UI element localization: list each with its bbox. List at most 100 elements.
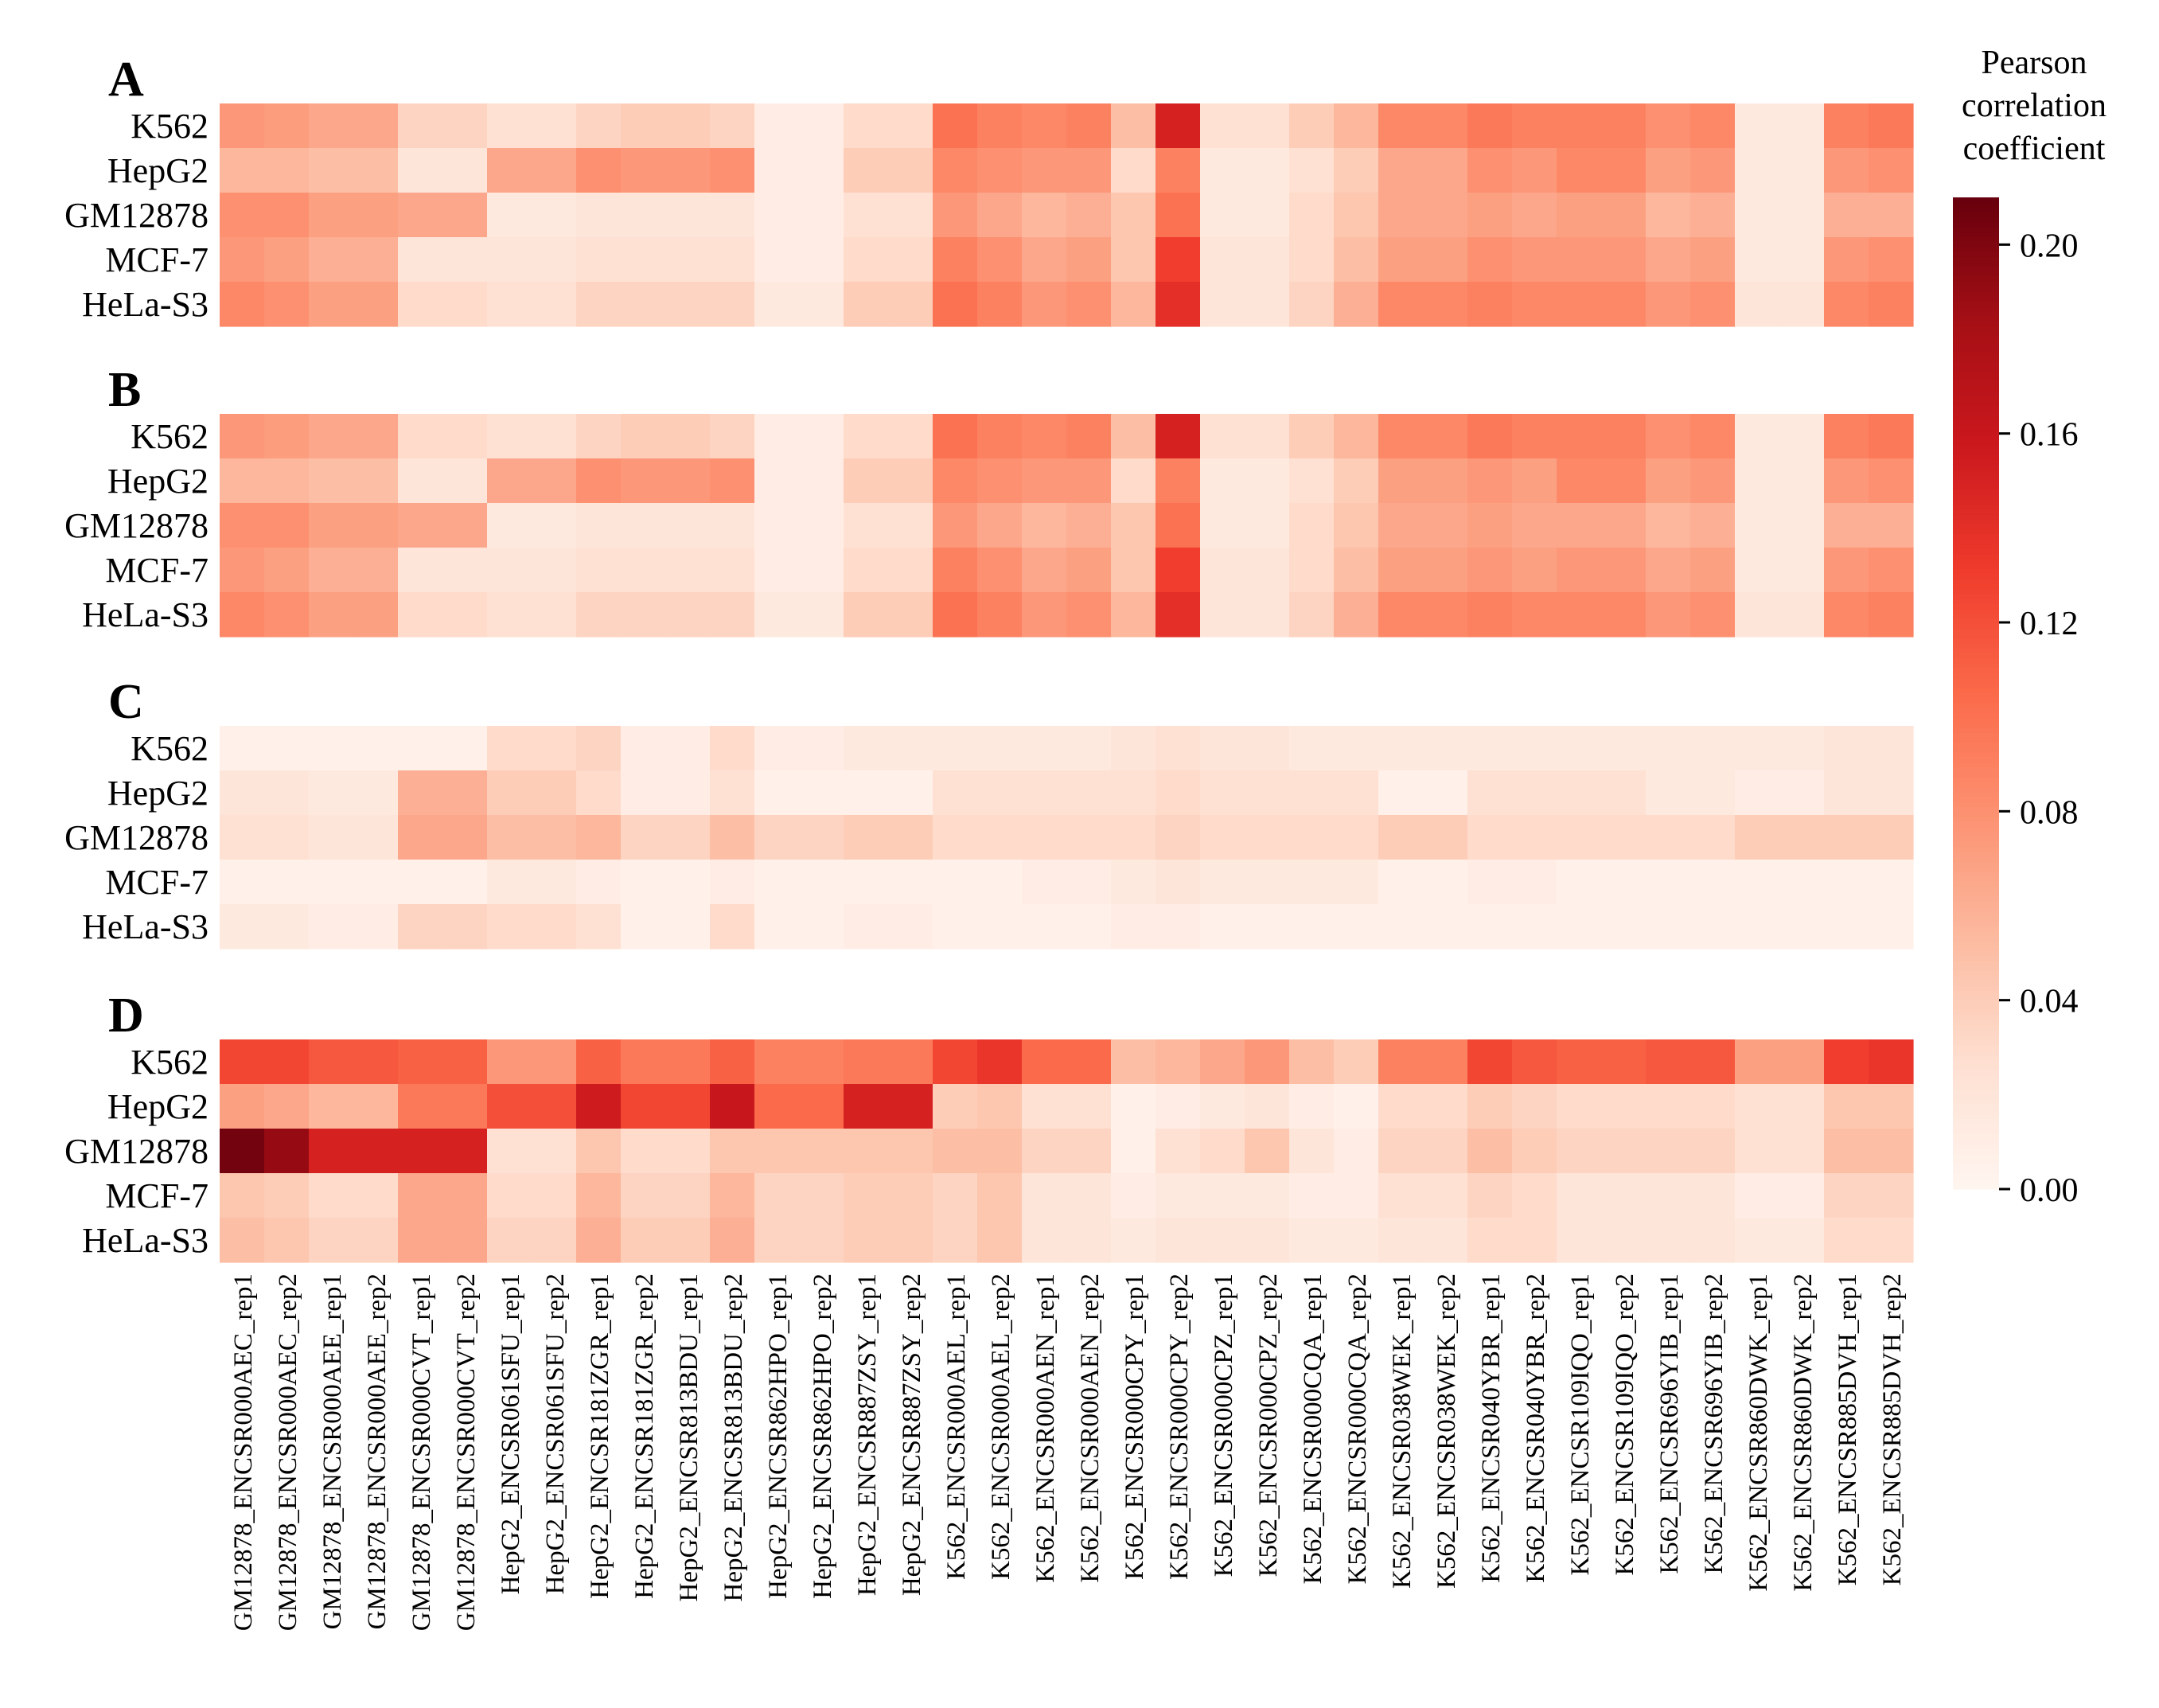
heatmap-cell (844, 237, 889, 283)
heatmap-cell (1557, 548, 1602, 593)
heatmap-cell (799, 458, 844, 504)
heatmap-cell (398, 1173, 443, 1219)
heatmap-cell (888, 1129, 933, 1174)
heatmap-cell (1423, 592, 1468, 638)
heatmap-cell (933, 592, 978, 638)
colorbar-segment (1953, 579, 1999, 585)
heatmap-cell (1022, 1218, 1067, 1263)
heatmap-cell (1824, 193, 1869, 238)
heatmap-cell (1512, 237, 1557, 283)
colorbar-segment (1953, 752, 1999, 758)
colorbar-segment (1953, 405, 1999, 411)
colorbar-segment (1953, 1179, 1999, 1185)
heatmap-cell (442, 503, 488, 548)
heatmap-cell (1779, 503, 1825, 548)
colorbar-segment (1953, 821, 1999, 828)
column-label: K562_ENCSR000AEN_rep2 (1076, 1273, 1105, 1583)
heatmap-cell (532, 548, 577, 593)
heatmap-cell (1824, 726, 1869, 771)
heatmap-cell (1245, 414, 1290, 459)
heatmap-cell (1378, 904, 1424, 950)
heatmap-cell (353, 592, 399, 638)
heatmap-cell (398, 282, 443, 327)
heatmap-cell (1378, 503, 1424, 548)
heatmap-cell (1155, 1084, 1201, 1129)
heatmap-cell (1467, 193, 1513, 238)
heatmap-cell (1245, 148, 1290, 193)
column-label: GM12878_ENCSR000CVT_rep1 (407, 1273, 436, 1631)
heatmap-cell (1378, 148, 1424, 193)
heatmap-panels: AK562HepG2GM12878MCF-7HeLa-S3BK562HepG2G… (64, 53, 1914, 1263)
column-label: HepG2_ENCSR862HPO_rep2 (809, 1273, 837, 1599)
heatmap-cell (398, 193, 443, 238)
colorbar-segment (1953, 534, 1999, 540)
colorbar-segment (1953, 618, 1999, 625)
heatmap-cell (1245, 1173, 1290, 1219)
heatmap-cell (710, 1218, 755, 1263)
colorbar-segment (1953, 430, 1999, 436)
heatmap-cell (1289, 1084, 1335, 1129)
column-label: GM12878_ENCSR000AEE_rep2 (363, 1273, 392, 1629)
heatmap-cell (1245, 503, 1290, 548)
heatmap-cell (442, 282, 488, 327)
heatmap-cell (665, 148, 711, 193)
heatmap-cell (487, 237, 532, 283)
heatmap-cell (888, 815, 933, 860)
heatmap-cell (1066, 1173, 1112, 1219)
heatmap-cell (621, 770, 666, 816)
heatmap-cell (1735, 592, 1780, 638)
heatmap-cell (888, 860, 933, 905)
heatmap-cell (398, 237, 443, 283)
heatmap-cell (1690, 282, 1736, 327)
heatmap-cell (1155, 1039, 1201, 1085)
heatmap-cell (665, 103, 711, 149)
heatmap-cell (1735, 860, 1780, 905)
heatmap-cell (1869, 193, 1914, 238)
heatmap-cell (532, 1129, 577, 1174)
heatmap-cell (1512, 458, 1557, 504)
heatmap-cell (1111, 860, 1156, 905)
colorbar-segment (1953, 921, 1999, 927)
heatmap-cell (487, 414, 532, 459)
column-label: HepG2_ENCSR862HPO_rep1 (764, 1273, 793, 1599)
heatmap-cell (888, 770, 933, 816)
heatmap-cell (1245, 860, 1290, 905)
heatmap-cell (1423, 193, 1468, 238)
heatmap-cell (1512, 770, 1557, 816)
heatmap-cell (1601, 1173, 1647, 1219)
heatmap-cell (1779, 458, 1825, 504)
heatmap-cell (888, 1039, 933, 1085)
heatmap-cell (1200, 904, 1245, 950)
heatmap-cell (888, 503, 933, 548)
heatmap-cell (264, 458, 310, 504)
heatmap-cell (754, 592, 800, 638)
heatmap-cell (1022, 458, 1067, 504)
heatmap-cell (1200, 458, 1245, 504)
colorbar-segment (1953, 1045, 1999, 1051)
row-label: GM12878 (64, 196, 208, 235)
heatmap-cell (1245, 1129, 1290, 1174)
column-label: HepG2_ENCSR061SFU_rep2 (541, 1273, 570, 1594)
heatmap-cell (576, 414, 622, 459)
heatmap-cell (1869, 503, 1914, 548)
heatmap-cell (1779, 282, 1825, 327)
colorbar-segment (1953, 712, 1999, 719)
heatmap-cell (353, 503, 399, 548)
heatmap-cell (353, 1084, 399, 1129)
heatmap-cell (1557, 1039, 1602, 1085)
heatmap-cell (1155, 1173, 1201, 1219)
heatmap-cell (1066, 237, 1112, 283)
colorbar-segment (1953, 514, 1999, 521)
colorbar-title-line-1: Pearson (1982, 45, 2087, 81)
colorbar-segment (1953, 1174, 1999, 1180)
heatmap-cell (1779, 103, 1825, 149)
heatmap-cell (220, 458, 265, 504)
heatmap-cell (621, 726, 666, 771)
heatmap-cell (1467, 1084, 1513, 1129)
heatmap-cell (532, 726, 577, 771)
heatmap-cell (220, 237, 265, 283)
colorbar-segment (1953, 474, 1999, 481)
heatmap-cell (621, 1039, 666, 1085)
heatmap-cell (264, 1084, 310, 1129)
heatmap-cell (1467, 592, 1513, 638)
